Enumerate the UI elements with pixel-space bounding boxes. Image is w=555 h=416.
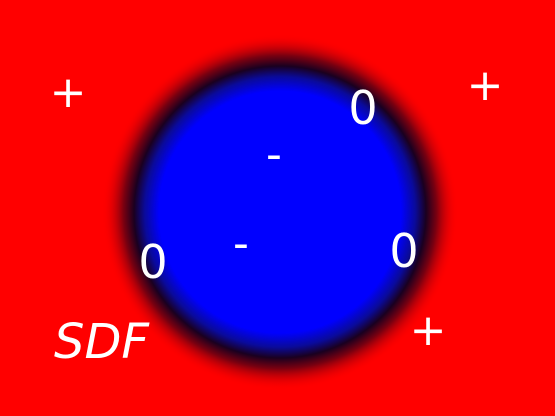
outside-marker: +: [466, 60, 504, 111]
inside-marker: -: [233, 218, 249, 269]
shape-region: [102, 34, 458, 390]
boundary-marker: 0: [138, 235, 168, 289]
diagram-title: SDF: [54, 314, 150, 370]
boundary-marker: 0: [348, 81, 378, 135]
inside-marker: -: [266, 129, 282, 180]
outside-marker: +: [409, 305, 447, 356]
outside-marker: +: [49, 67, 87, 118]
boundary-marker: 0: [389, 224, 419, 278]
